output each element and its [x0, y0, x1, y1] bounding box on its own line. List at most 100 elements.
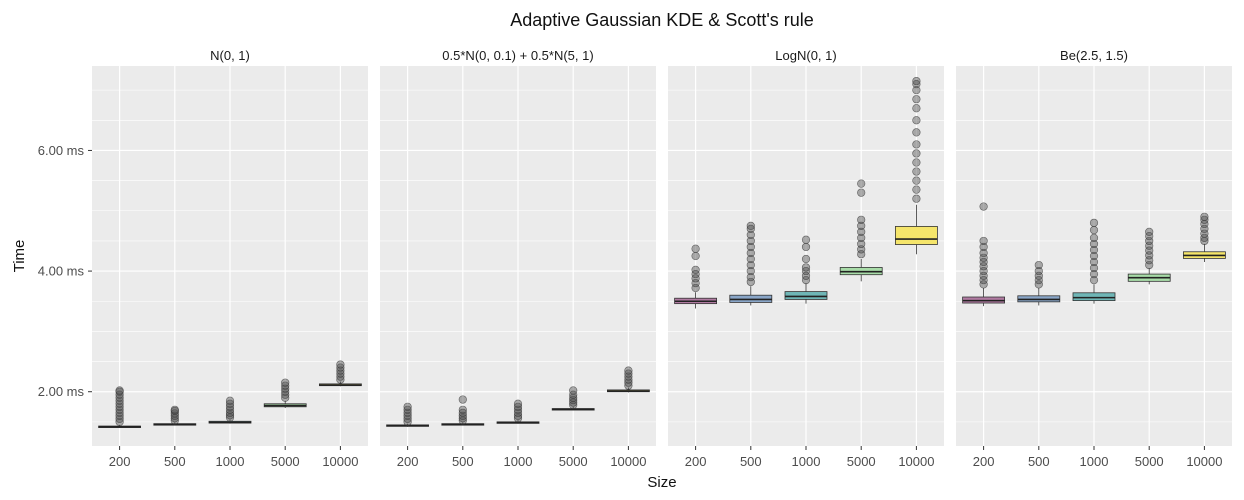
outlier-point [336, 372, 345, 381]
y-tick-label: 6.00 ms [38, 143, 85, 158]
outlier-point [1089, 225, 1099, 235]
box-1000 [496, 399, 540, 424]
box-200 [98, 386, 141, 428]
outlier-point [746, 277, 755, 287]
outlier-point [912, 140, 921, 149]
facet-strip-label: N(0, 1) [210, 48, 250, 63]
outlier-point [912, 167, 921, 176]
outlier-point [746, 221, 755, 230]
outlier-point [912, 104, 921, 113]
outlier-point [1089, 251, 1099, 261]
outlier-point [746, 254, 755, 264]
outlier-point [979, 253, 988, 262]
outlier-point [225, 396, 235, 405]
facet-strip [956, 44, 1232, 66]
y-tick-label: 2.00 ms [38, 384, 85, 399]
outlier-point [746, 248, 755, 258]
outlier-point [225, 399, 235, 408]
outlier-point [115, 405, 124, 414]
outlier-point [857, 227, 866, 236]
outlier-point [115, 408, 124, 417]
outlier-point [1145, 241, 1154, 250]
x-tick-label: 500 [1028, 454, 1050, 469]
outlier-point [1089, 269, 1099, 279]
x-tick-label: 1000 [216, 454, 245, 469]
outlier-point [115, 414, 124, 423]
outlier-point [624, 378, 633, 387]
x-tick-label: 200 [109, 454, 131, 469]
outlier-point [403, 417, 412, 426]
outlier-point [857, 179, 866, 188]
outlier-point [336, 369, 345, 378]
outlier-point [225, 408, 235, 417]
outlier-point [857, 250, 866, 259]
outlier-point [336, 375, 345, 384]
outlier-point [1145, 260, 1154, 270]
facet-panel: 0.5*N(0, 0.1) + 0.5*N(5, 1) 200 500 1000 500… [380, 44, 656, 469]
outlier-point [979, 266, 988, 276]
outlier-point [281, 381, 290, 390]
outlier-point [170, 416, 179, 425]
x-tick-label: 5000 [847, 454, 876, 469]
outlier-point [979, 262, 988, 271]
outlier-point [225, 402, 235, 411]
outlier-point [691, 251, 700, 261]
outlier-point [912, 185, 921, 194]
outlier-point [115, 417, 124, 426]
outlier-point [115, 396, 124, 405]
facet-panels: N(0, 1) 200 500 1000 5000 10000 0.5*N(0, 0.1) … [92, 44, 1232, 469]
outlier-point [1145, 236, 1154, 246]
outlier-point [746, 260, 755, 270]
outlier-point [979, 271, 988, 281]
outlier-point [801, 242, 811, 252]
outlier-point [979, 236, 988, 246]
outlier-point [746, 230, 755, 239]
outlier-point [1200, 219, 1209, 229]
outlier-point [912, 128, 921, 137]
outlier-point [115, 386, 124, 395]
outlier-point [1200, 233, 1209, 243]
outlier-point [1200, 224, 1209, 233]
outlier-point [513, 405, 523, 414]
box-10000 [1183, 212, 1226, 263]
facet-strip [380, 44, 656, 66]
outlier-point [691, 274, 700, 283]
outlier-point [1089, 276, 1099, 285]
box-1000 [784, 235, 828, 304]
outlier-point [912, 176, 921, 185]
outlier-point [979, 202, 988, 211]
x-tick-label: 200 [685, 454, 707, 469]
outlier-point [1089, 218, 1099, 227]
box-200 [674, 244, 717, 309]
outlier-point [1034, 276, 1043, 285]
x-axis-title: Size [647, 474, 676, 491]
outlier-point [624, 375, 633, 384]
x-tick-label: 10000 [322, 454, 358, 469]
box-500 [1017, 260, 1061, 306]
outlier-point [857, 233, 866, 243]
outlier-point [746, 236, 755, 246]
outlier-point [115, 411, 124, 420]
outlier-point [857, 239, 866, 249]
outlier-point [1145, 231, 1154, 241]
outlier-point [979, 242, 988, 252]
outlier-point [912, 86, 921, 95]
outlier-point [458, 405, 467, 414]
outlier-point [857, 221, 866, 230]
outlier-point [1089, 245, 1099, 255]
outlier-point [912, 76, 921, 86]
outlier-point [801, 235, 811, 244]
outlier-point [801, 276, 811, 285]
box-200 [962, 202, 1005, 307]
outlier-point [281, 378, 290, 387]
outlier-point [1200, 215, 1209, 224]
x-tick-label: 200 [973, 454, 995, 469]
outlier-point [912, 79, 921, 89]
outlier-point [801, 271, 811, 281]
outlier-point [1089, 233, 1099, 243]
box-body [784, 291, 828, 300]
outlier-point [1089, 263, 1099, 273]
outlier-point [746, 273, 755, 282]
outlier-point [225, 405, 235, 414]
outlier-point [857, 188, 866, 197]
